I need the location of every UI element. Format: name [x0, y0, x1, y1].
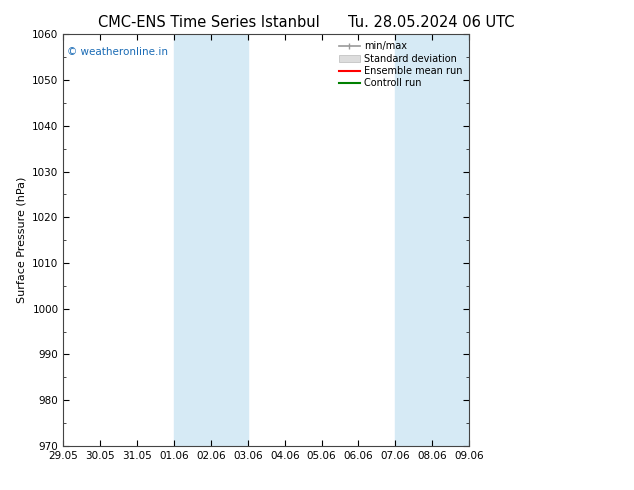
Legend: min/max, Standard deviation, Ensemble mean run, Controll run: min/max, Standard deviation, Ensemble me… [337, 39, 464, 90]
Y-axis label: Surface Pressure (hPa): Surface Pressure (hPa) [16, 177, 27, 303]
Bar [174, 34, 248, 446]
Text: © weatheronline.in: © weatheronline.in [67, 47, 169, 57]
Text: Tu. 28.05.2024 06 UTC: Tu. 28.05.2024 06 UTC [348, 15, 514, 30]
Bar [396, 34, 469, 446]
Text: CMC-ENS Time Series Istanbul: CMC-ENS Time Series Istanbul [98, 15, 320, 30]
